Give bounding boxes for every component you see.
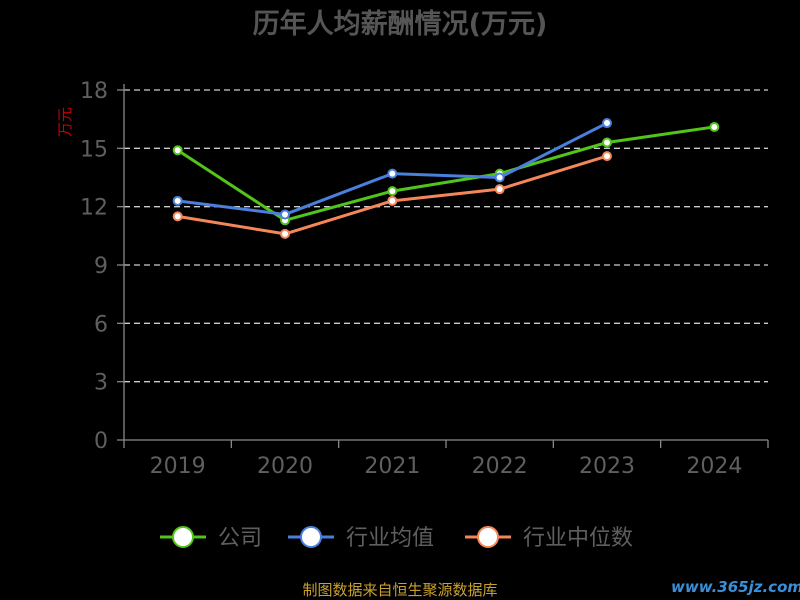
data-point xyxy=(709,121,720,132)
legend-label: 行业中位数 xyxy=(523,526,633,551)
x-tick-label: 2023 xyxy=(579,454,635,479)
data-point xyxy=(280,209,290,220)
data-point xyxy=(494,172,505,183)
y-tick-label: 9 xyxy=(94,254,108,279)
legend-label: 行业均值 xyxy=(346,526,434,551)
data-point xyxy=(387,195,398,206)
x-tick-label: 2024 xyxy=(686,454,742,479)
series-layer xyxy=(172,118,720,239)
series-line xyxy=(176,125,715,222)
data-point xyxy=(602,137,612,148)
data-point xyxy=(172,211,183,222)
grid-lines xyxy=(124,89,768,383)
data-point xyxy=(280,228,290,239)
watermark-logo: www.365jz.com xyxy=(671,578,800,596)
legend-marker xyxy=(477,526,499,548)
x-tick-label: 2020 xyxy=(257,454,313,479)
x-tick-label: 2022 xyxy=(472,454,528,479)
y-tick-label: 6 xyxy=(94,312,108,337)
data-point xyxy=(172,195,183,206)
legend[interactable]: 公司 行业均值 行业中位数 xyxy=(160,526,633,551)
y-tick-label: 18 xyxy=(80,79,108,104)
series-2 xyxy=(172,151,612,239)
legend-item[interactable]: 行业中位数 xyxy=(465,526,633,551)
data-point xyxy=(172,145,183,156)
series-1 xyxy=(172,118,612,220)
data-point xyxy=(387,186,398,197)
data-source-note: 制图数据来自恒生聚源数据库 xyxy=(302,581,497,599)
data-point xyxy=(602,151,612,162)
y-tick-label: 12 xyxy=(80,196,108,221)
x-tick-label: 2021 xyxy=(364,454,420,479)
legend-label: 公司 xyxy=(218,526,262,551)
chart-title: 历年人均薪酬情况(万元) xyxy=(253,8,548,40)
y-tick-label: 3 xyxy=(94,371,108,396)
data-point xyxy=(387,168,398,179)
axes: 0 3 6 9 12 15 18 2019 2020 2021 2022 2023 2024 xyxy=(80,79,769,479)
series-0 xyxy=(172,121,720,226)
data-point xyxy=(494,184,505,195)
y-tick-label: 15 xyxy=(80,137,108,162)
legend-item[interactable]: 公司 xyxy=(160,526,262,551)
y-tick-label: 0 xyxy=(94,429,108,454)
x-tick-label: 2019 xyxy=(150,454,206,479)
legend-item[interactable]: 行业均值 xyxy=(288,526,434,551)
y-axis-label: 万元 xyxy=(56,107,74,137)
legend-marker xyxy=(172,526,194,548)
data-point xyxy=(602,118,612,129)
legend-marker xyxy=(300,526,322,548)
